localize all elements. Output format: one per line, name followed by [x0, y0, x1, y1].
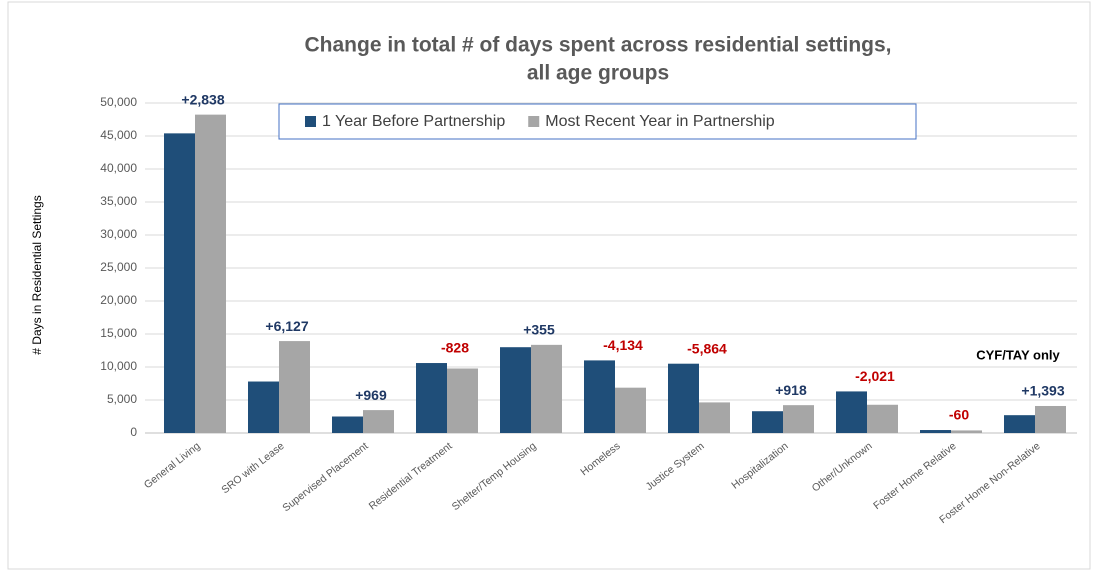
bar: [920, 430, 951, 433]
legend-swatch: [528, 116, 540, 127]
bar: [584, 360, 615, 433]
x-tick: Residential Treatment: [367, 440, 455, 512]
x-tick: Hospitalization: [729, 440, 790, 492]
x-tick-label: Other/Unknown: [810, 440, 875, 494]
bar: [447, 368, 478, 433]
y-tick-label: 40,000: [100, 161, 137, 175]
bar: [500, 347, 531, 433]
x-tick-label: Foster Home Relative: [871, 440, 959, 512]
y-tick-label: 10,000: [100, 359, 137, 373]
bar: [836, 391, 867, 433]
change-label: -2,021: [855, 368, 895, 384]
change-label: +969: [355, 387, 387, 403]
x-tick: Shelter/Temp Housing: [450, 440, 539, 513]
legend-label: Most Recent Year in Partnership: [545, 113, 775, 130]
change-label: +1,393: [1021, 383, 1064, 399]
bar: [1004, 415, 1035, 433]
bar: [699, 402, 730, 433]
legend-label: 1 Year Before Partnership: [322, 113, 505, 130]
chart-title: Change in total # of days spent across r…: [305, 34, 892, 57]
bar: [531, 344, 562, 433]
change-label: +6,127: [265, 318, 308, 334]
y-tick-label: 25,000: [100, 260, 137, 274]
x-tick: Supervised Placement: [280, 440, 370, 514]
y-tick-label: 15,000: [100, 326, 137, 340]
y-tick-label: 45,000: [100, 128, 137, 142]
note: CYF/TAY only: [976, 347, 1060, 362]
x-tick: Other/Unknown: [810, 440, 875, 494]
x-tick-label: Supervised Placement: [280, 440, 370, 514]
bar: [248, 381, 279, 433]
y-tick-label: 35,000: [100, 194, 137, 208]
bar: [951, 430, 982, 433]
bar: [615, 387, 646, 433]
change-label: -4,134: [603, 337, 643, 353]
x-tick: Foster Home Relative: [871, 440, 959, 512]
x-tick-label: Residential Treatment: [367, 440, 455, 512]
x-tick: General Living: [142, 440, 203, 491]
bar: [195, 114, 226, 433]
bar: [363, 410, 394, 433]
y-axis-label: # Days in Residential Settings: [30, 195, 44, 354]
chart-border: [7, 1, 1091, 570]
x-tick-label: Justice System: [644, 440, 707, 493]
y-tick-label: 0: [130, 425, 137, 439]
bar: [867, 404, 898, 433]
x-tick: SRO with Lease: [219, 440, 286, 496]
change-label: -828: [441, 340, 469, 356]
x-tick-label: General Living: [142, 440, 203, 491]
x-tick-label: SRO with Lease: [219, 440, 286, 496]
y-tick-label: 20,000: [100, 293, 137, 307]
bar: [752, 411, 783, 433]
bar: [416, 363, 447, 433]
change-label: +2,838: [181, 91, 224, 107]
change-label: +918: [775, 382, 807, 398]
chart-title: all age groups: [527, 62, 669, 85]
x-tick-label: Homeless: [578, 440, 622, 478]
change-label: +355: [523, 322, 555, 338]
change-label: -5,864: [687, 340, 727, 356]
change-label: -60: [949, 407, 969, 423]
x-tick: Homeless: [578, 440, 622, 478]
legend-box: [278, 103, 917, 140]
x-tick-label: Shelter/Temp Housing: [450, 440, 539, 513]
y-tick-label: 50,000: [100, 95, 137, 109]
y-tick-label: 5,000: [107, 392, 137, 406]
x-tick-label: Hospitalization: [729, 440, 790, 492]
bar: [1035, 405, 1066, 433]
y-tick-label: 30,000: [100, 227, 137, 241]
bar: [783, 405, 814, 433]
bar: [332, 416, 363, 433]
x-tick: Justice System: [644, 440, 707, 493]
bar: [279, 341, 310, 433]
legend-swatch: [305, 116, 316, 127]
bar: [668, 363, 699, 433]
bar: [164, 133, 195, 434]
